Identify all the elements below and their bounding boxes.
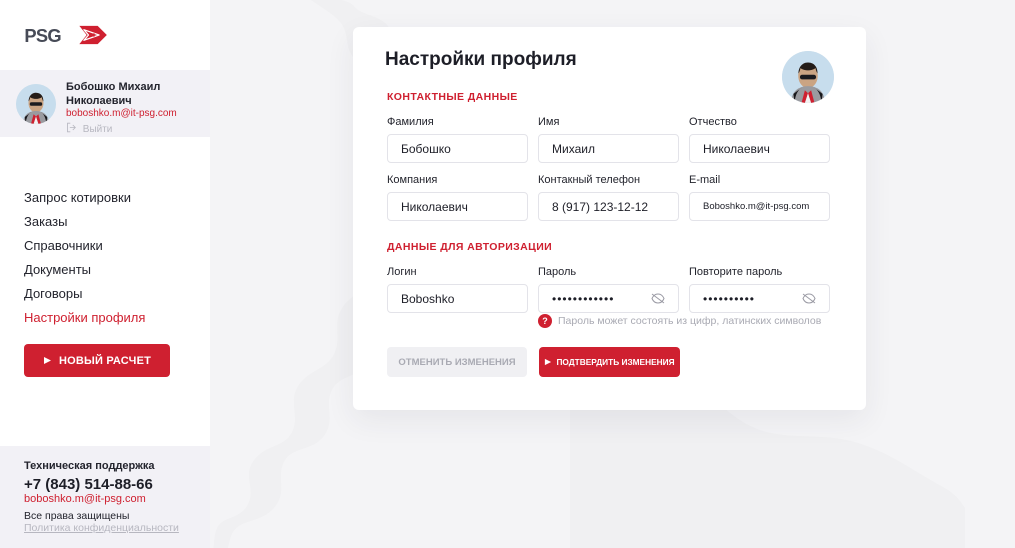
svg-text:PSG: PSG: [24, 25, 61, 46]
